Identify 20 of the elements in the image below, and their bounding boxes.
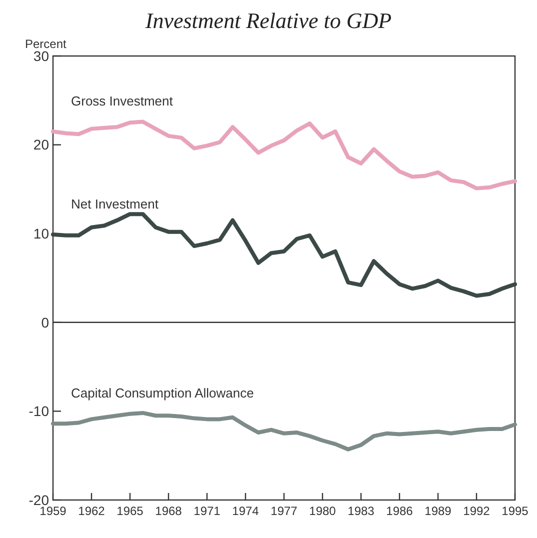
x-tick-label: 1977 [270, 504, 298, 518]
y-tick-label: 10 [33, 226, 50, 242]
x-tick-label: 1962 [78, 504, 106, 518]
x-tick-label: 1980 [309, 504, 336, 518]
x-tick-label: 1995 [502, 504, 529, 518]
y-tick-label: -10 [28, 403, 50, 420]
series-label: Net Investment [71, 196, 159, 212]
x-tick-label: 1989 [424, 504, 452, 518]
series-label: Capital Consumption Allowance [71, 386, 254, 401]
x-tick-label: 1983 [348, 504, 375, 518]
x-tick-label: 1971 [194, 504, 221, 518]
x-tick-label: 1968 [155, 504, 182, 518]
x-tick-label: 1965 [116, 504, 144, 518]
series-label: Gross Investment [71, 93, 174, 108]
y-tick-label: 0 [41, 314, 50, 330]
x-tick-label: 1974 [232, 504, 260, 518]
chart-title: Investment Relative to GDP [144, 8, 392, 33]
x-tick-label: 1992 [463, 504, 490, 518]
x-tick-label: 1986 [386, 504, 414, 518]
y-tick-label: 20 [33, 136, 50, 153]
